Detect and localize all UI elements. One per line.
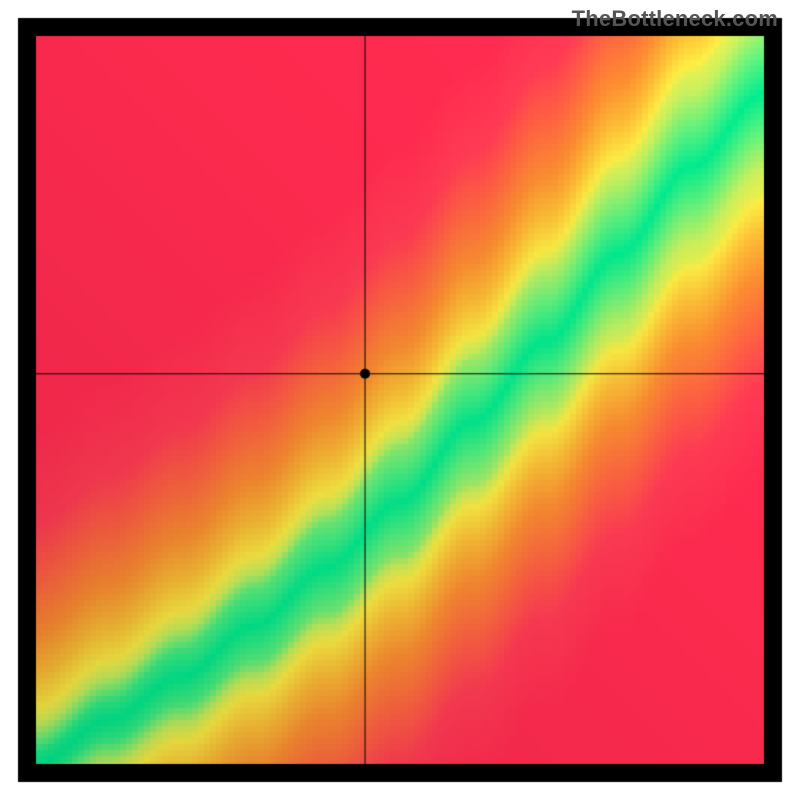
bottleneck-heatmap: [0, 0, 800, 800]
chart-container: TheBottleneck.com: [0, 0, 800, 800]
watermark-text: TheBottleneck.com: [572, 6, 778, 32]
